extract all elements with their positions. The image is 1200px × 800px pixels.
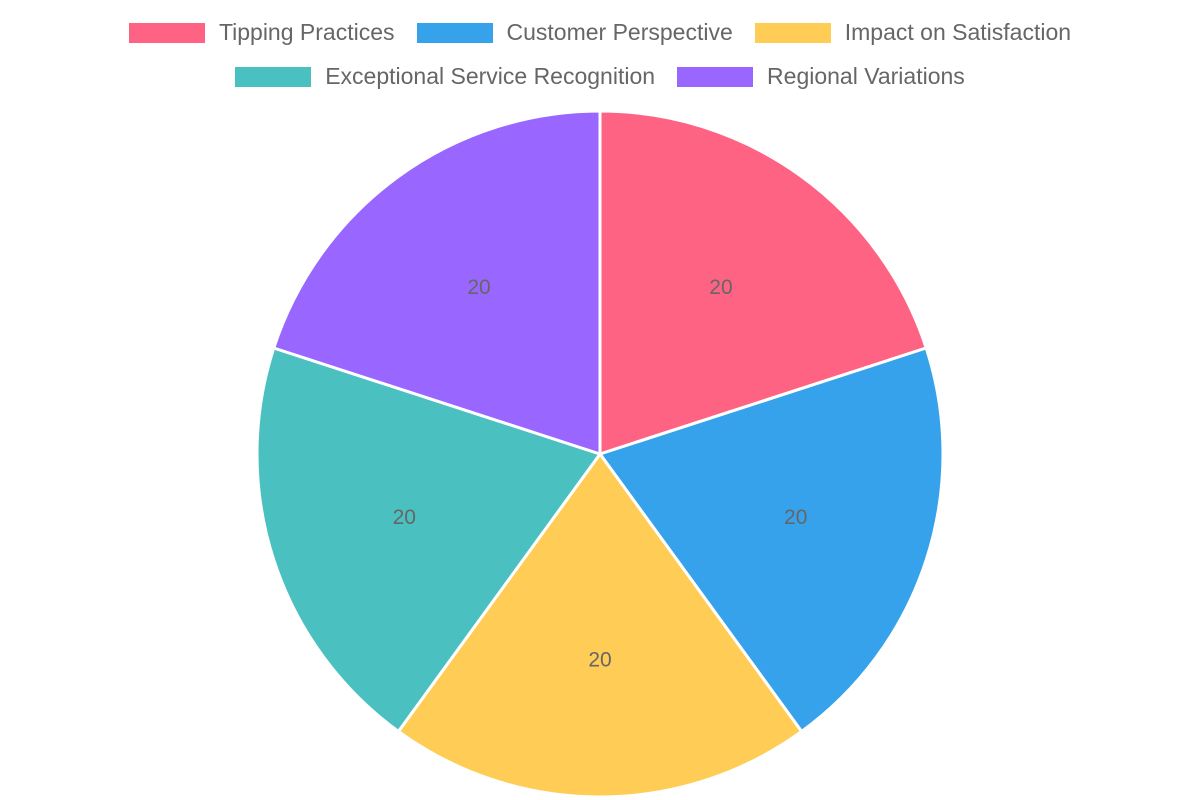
slice-value-label-tipping-practices: 20	[709, 276, 732, 299]
legend-item-tipping-practices[interactable]: Tipping Practices	[128, 19, 395, 46]
slice-value-label-regional-variations: 20	[467, 276, 490, 299]
legend-label: Impact on Satisfaction	[844, 19, 1072, 45]
legend-swatch	[416, 22, 493, 43]
legend-item-regional-variations[interactable]: Regional Variations	[677, 63, 965, 90]
legend-swatch	[235, 66, 312, 87]
slice-value-label-exceptional-service-recognition: 20	[393, 506, 416, 529]
pie-slice-impact-on-satisfaction[interactable]	[396, 452, 804, 799]
legend-label: Exceptional Service Recognition	[325, 63, 656, 89]
legend-label: Regional Variations	[767, 63, 965, 89]
legend-swatch	[128, 22, 205, 43]
legend: Tipping Practices Customer Perspective I…	[0, 19, 1200, 46]
legend-label: Tipping Practices	[218, 19, 395, 45]
legend-swatch	[677, 66, 754, 87]
legend-item-impact-on-satisfaction[interactable]: Impact on Satisfaction	[754, 19, 1072, 46]
legend-swatch	[754, 22, 831, 43]
pie-slice-tipping-practices[interactable]	[598, 109, 928, 456]
legend-item-exceptional-service-recognition[interactable]: Exceptional Service Recognition	[235, 63, 655, 90]
legend-label: Customer Perspective	[506, 19, 733, 45]
legend-item-customer-perspective[interactable]: Customer Perspective	[416, 19, 733, 46]
pie-slice-regional-variations[interactable]	[272, 109, 602, 456]
slice-value-label-impact-on-satisfaction: 20	[588, 648, 611, 671]
slice-value-label-customer-perspective: 20	[784, 506, 807, 529]
legend-second-row: Exceptional Service Recognition Regional…	[0, 63, 1200, 90]
pie-slice-exceptional-service-recognition[interactable]	[255, 346, 602, 733]
pie-slice-customer-perspective[interactable]	[598, 346, 945, 733]
